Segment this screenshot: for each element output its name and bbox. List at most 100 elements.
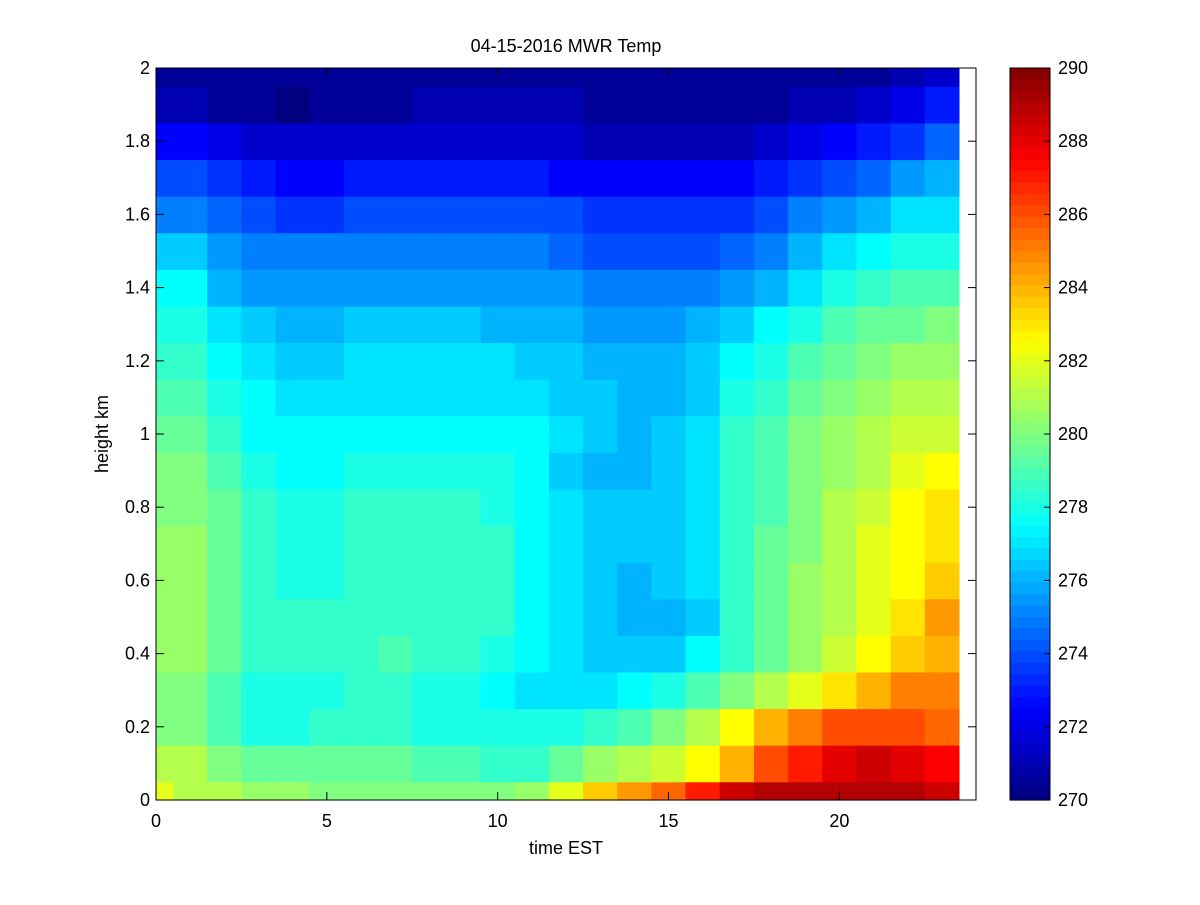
heatmap-cell <box>788 379 823 417</box>
heatmap-cell <box>822 379 858 417</box>
heatmap-cell <box>890 525 926 563</box>
heatmap-cell <box>719 635 755 673</box>
heatmap-cell <box>412 781 448 801</box>
heatmap-cell <box>617 122 653 161</box>
heatmap-cell <box>753 122 789 161</box>
heatmap-cell <box>617 342 653 380</box>
heatmap-cell <box>378 708 413 746</box>
heatmap-cell <box>343 122 379 161</box>
colorbar-tick-label: 288 <box>1058 131 1088 151</box>
heatmap-cell <box>173 379 208 417</box>
heatmap-cell <box>890 415 926 453</box>
heatmap-cell <box>275 86 311 124</box>
heatmap-cell <box>890 196 926 234</box>
heatmap-cell <box>924 159 960 197</box>
colorbar-swatch <box>1010 251 1050 264</box>
heatmap-cell <box>822 159 858 197</box>
heatmap-cell <box>719 86 755 124</box>
y-tick-label: 2 <box>140 58 150 78</box>
heatmap-cell <box>719 379 755 417</box>
heatmap-cell <box>685 488 721 527</box>
heatmap-cell <box>856 708 892 746</box>
heatmap-cell <box>412 562 448 600</box>
heatmap-cell <box>309 269 345 307</box>
heatmap-cell <box>480 196 516 234</box>
heatmap-cell <box>617 305 653 344</box>
heatmap-cell <box>548 635 584 673</box>
heatmap-cell <box>924 232 960 270</box>
colorbar-swatch <box>1010 536 1050 549</box>
heatmap-cell <box>480 342 516 380</box>
heatmap-cell <box>480 708 516 746</box>
heatmap-cell <box>719 196 755 234</box>
heatmap-cell <box>890 745 926 783</box>
heatmap-cell <box>207 452 243 490</box>
heatmap-cell <box>788 86 823 124</box>
heatmap-cell <box>378 562 413 600</box>
heatmap-cell <box>788 196 823 234</box>
heatmap-cell <box>343 86 379 124</box>
heatmap-cell <box>275 159 311 197</box>
heatmap-cell <box>924 745 960 783</box>
heatmap-cell <box>343 269 379 307</box>
heatmap-cell <box>207 488 243 527</box>
heatmap-cell <box>617 86 653 124</box>
heatmap-cell <box>309 562 345 600</box>
colorbar-tick-label: 274 <box>1058 644 1088 664</box>
heatmap-cell <box>480 232 516 270</box>
heatmap-cell <box>480 415 516 453</box>
heatmap-cell <box>651 452 687 490</box>
heatmap-cell <box>275 68 311 87</box>
colorbar-swatch <box>1010 170 1050 183</box>
heatmap-cell <box>446 122 482 161</box>
heatmap-cell <box>924 635 960 673</box>
heatmap-cell <box>241 68 277 87</box>
heatmap-cell <box>856 781 892 801</box>
heatmap-cell <box>173 232 208 270</box>
heatmap-cell <box>753 745 789 783</box>
heatmap-cell <box>685 68 721 87</box>
colorbar-swatch <box>1010 788 1050 801</box>
colorbar-tick-label: 272 <box>1058 717 1088 737</box>
heatmap-cell <box>685 379 721 417</box>
heatmap-cell <box>719 525 755 563</box>
heatmap-cell <box>548 781 584 801</box>
x-tick-label: 0 <box>151 811 161 831</box>
heatmap-cell <box>651 305 687 344</box>
heatmap-cell <box>719 488 755 527</box>
heatmap-cell <box>480 269 516 307</box>
heatmap-cell <box>719 745 755 783</box>
y-tick-label: 0.2 <box>125 717 150 737</box>
heatmap-cell <box>156 159 174 197</box>
heatmap-cell <box>241 196 277 234</box>
heatmap-cell <box>890 488 926 527</box>
heatmap-cell <box>822 196 858 234</box>
heatmap-cell <box>822 68 858 87</box>
heatmap-cell <box>617 708 653 746</box>
heatmap-cell <box>412 232 448 270</box>
heatmap-cell <box>548 232 584 270</box>
heatmap-cell <box>156 598 174 636</box>
heatmap-cell <box>309 379 345 417</box>
heatmap-cell <box>685 342 721 380</box>
heatmap-cell <box>583 525 618 563</box>
heatmap-cell <box>241 525 277 563</box>
heatmap-cell <box>309 671 345 710</box>
heatmap-cell <box>822 86 858 124</box>
heatmap-cell <box>753 68 789 87</box>
heatmap-cell <box>719 415 755 453</box>
heatmap-cell <box>890 598 926 636</box>
heatmap-cell <box>822 415 858 453</box>
heatmap-cell <box>378 305 413 344</box>
heatmap-cell <box>412 415 448 453</box>
colorbar-tick-label: 270 <box>1058 790 1088 810</box>
heatmap-cell <box>548 452 584 490</box>
heatmap-cell <box>617 159 653 197</box>
colorbar-swatch <box>1010 239 1050 252</box>
heatmap-cell <box>378 525 413 563</box>
heatmap-cell <box>309 415 345 453</box>
heatmap-cell <box>924 196 960 234</box>
heatmap-cell <box>651 525 687 563</box>
heatmap-cell <box>378 745 413 783</box>
heatmap-cell <box>651 159 687 197</box>
